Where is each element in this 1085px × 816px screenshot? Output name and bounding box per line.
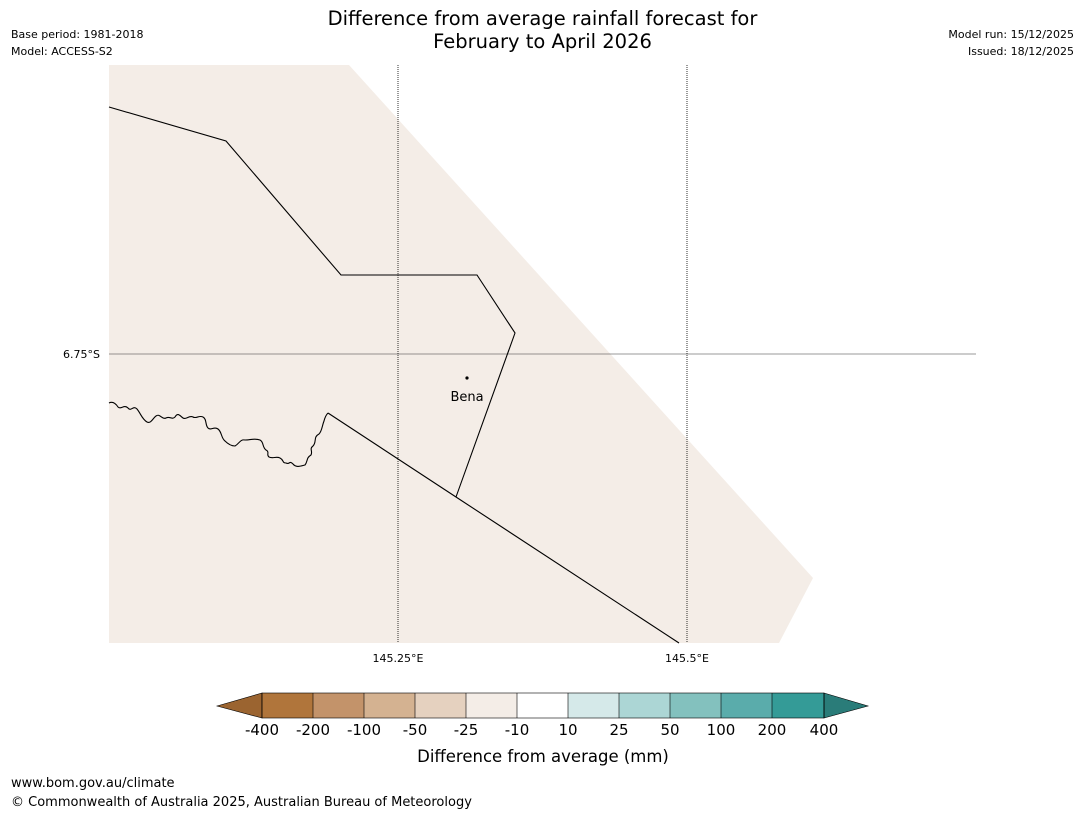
map-title-line-2: February to April 2026 <box>433 30 652 53</box>
colorbar-tick-label: -50 <box>403 721 428 739</box>
colorbar-segment-6 <box>517 693 568 718</box>
colorbar-tick-label: 50 <box>660 721 679 739</box>
colorbar-tick-label: -200 <box>296 721 330 739</box>
colorbar-segment-5 <box>466 693 517 718</box>
issued-text: Issued: 18/12/2025 <box>967 45 1074 58</box>
header-meta-right: Model run: 15/12/2025 Issued: 18/12/2025 <box>948 26 1074 60</box>
colorbar-segment-11 <box>772 693 824 718</box>
colorbar-tick-label: -100 <box>347 721 381 739</box>
base-period-text: Base period: 1981-2018 <box>11 28 144 41</box>
colorbar-tick-label: 25 <box>609 721 628 739</box>
model-run-text: Model run: 15/12/2025 <box>948 28 1074 41</box>
map-title: Difference from average rainfall forecas… <box>0 7 1085 53</box>
model-text: Model: ACCESS-S2 <box>11 45 113 58</box>
colorbar: -400 -200 -100 -50 -25 -10 10 25 50 100 … <box>215 692 870 766</box>
colorbar-tick-label: -25 <box>454 721 479 739</box>
colorbar-segment-2 <box>313 693 364 718</box>
lat-label: 6.75°S <box>63 348 100 361</box>
colorbar-segment-9 <box>670 693 721 718</box>
colorbar-tick-label: 200 <box>758 721 787 739</box>
colorbar-extend-low <box>215 692 263 719</box>
colorbar-segment-1 <box>262 693 313 718</box>
colorbar-tick-label: 100 <box>707 721 736 739</box>
colorbar-segment-10 <box>721 693 772 718</box>
colorbar-segment-4 <box>415 693 466 718</box>
river-boundary <box>108 401 329 467</box>
colorbar-tick-label: -10 <box>505 721 530 739</box>
colorbar-tick-label: 10 <box>558 721 577 739</box>
colorbar-segment-7 <box>568 693 619 718</box>
colorbar-tick-label: -400 <box>245 721 279 739</box>
footer-url: www.bom.gov.au/climate <box>11 776 175 791</box>
colorbar-extend-high <box>823 692 870 719</box>
boundary-line-north <box>108 106 516 498</box>
place-marker-bena <box>465 376 469 380</box>
map-title-line-1: Difference from average rainfall forecas… <box>327 7 758 30</box>
boundary-line-south <box>327 412 680 644</box>
lon-label-2: 145.5°E <box>665 652 709 665</box>
place-label-bena: Bena <box>450 390 483 405</box>
lon-label-1: 145.25°E <box>373 652 424 665</box>
colorbar-tick-label: 400 <box>810 721 839 739</box>
footer-copyright: © Commonwealth of Australia 2025, Austra… <box>11 795 472 810</box>
colorbar-segment-3 <box>364 693 415 718</box>
colorbar-outline <box>261 692 825 719</box>
colorbar-title: Difference from average (mm) <box>417 747 669 766</box>
header-meta-left: Base period: 1981-2018 Model: ACCESS-S2 <box>11 26 143 60</box>
colorbar-segment-8 <box>619 693 670 718</box>
